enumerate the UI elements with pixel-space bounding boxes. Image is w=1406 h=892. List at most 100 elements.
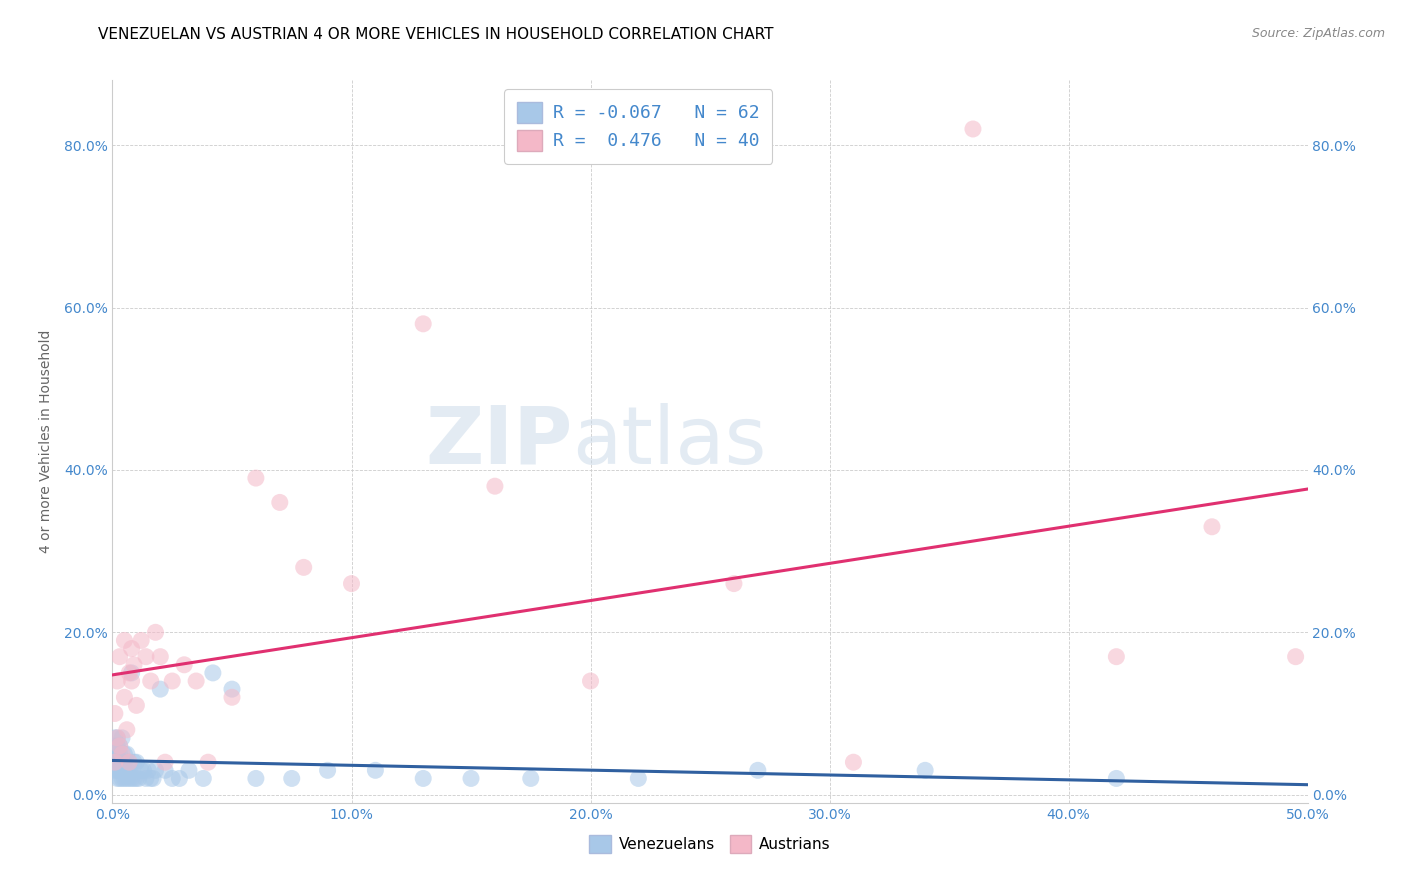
Point	[114, 764, 135, 778]
Point	[723, 576, 745, 591]
Point	[105, 673, 128, 688]
Point	[118, 755, 141, 769]
Point	[111, 764, 134, 778]
Point	[145, 764, 167, 778]
Point	[221, 682, 243, 697]
Text: atlas: atlas	[572, 402, 766, 481]
Point	[162, 772, 183, 786]
Point	[340, 576, 363, 591]
Point	[316, 764, 339, 778]
Point	[114, 690, 135, 705]
Point	[118, 755, 141, 769]
Point	[153, 755, 176, 769]
Point	[122, 772, 145, 786]
Point	[108, 747, 131, 761]
Point	[412, 317, 434, 331]
Point	[1105, 772, 1128, 786]
Point	[121, 673, 143, 688]
Point	[139, 772, 162, 786]
Point	[111, 731, 134, 745]
Point	[115, 772, 138, 786]
Point	[115, 764, 138, 778]
Point	[842, 755, 865, 769]
Point	[129, 764, 152, 778]
Point	[104, 731, 127, 745]
Point	[520, 772, 543, 786]
Legend: Venezuelans, Austrians: Venezuelans, Austrians	[582, 827, 838, 860]
Point	[104, 755, 127, 769]
Point	[162, 673, 183, 688]
Point	[579, 673, 602, 688]
Point	[201, 665, 224, 680]
Point	[245, 471, 267, 485]
Point	[118, 772, 141, 786]
Point	[135, 649, 157, 664]
Point	[105, 739, 128, 753]
Point	[108, 755, 131, 769]
Point	[747, 764, 769, 778]
Point	[1201, 520, 1223, 534]
Point	[132, 764, 155, 778]
Point	[173, 657, 195, 672]
Point	[115, 723, 138, 737]
Point	[108, 649, 131, 664]
Point	[914, 764, 936, 778]
Point	[108, 764, 131, 778]
Point	[114, 633, 135, 648]
Point	[269, 495, 291, 509]
Point	[1105, 649, 1128, 664]
Point	[1285, 649, 1308, 664]
Point	[121, 772, 143, 786]
Point	[125, 698, 148, 713]
Text: VENEZUELAN VS AUSTRIAN 4 OR MORE VEHICLES IN HOUSEHOLD CORRELATION CHART: VENEZUELAN VS AUSTRIAN 4 OR MORE VEHICLE…	[98, 27, 773, 42]
Point	[105, 747, 128, 761]
Point	[114, 747, 135, 761]
Point	[122, 657, 145, 672]
Point	[121, 641, 143, 656]
Point	[245, 772, 267, 786]
Point	[412, 772, 434, 786]
Point	[197, 755, 219, 769]
Point	[121, 665, 143, 680]
Point	[153, 764, 176, 778]
Point	[111, 755, 134, 769]
Point	[108, 739, 131, 753]
Point	[105, 731, 128, 745]
Point	[111, 772, 134, 786]
Point	[105, 764, 128, 778]
Point	[149, 682, 172, 697]
Point	[193, 772, 215, 786]
Point	[105, 755, 128, 769]
Point	[114, 755, 135, 769]
Point	[145, 625, 167, 640]
Point	[281, 772, 304, 786]
Point	[627, 772, 650, 786]
Point	[364, 764, 387, 778]
Text: Source: ZipAtlas.com: Source: ZipAtlas.com	[1251, 27, 1385, 40]
Text: ZIP: ZIP	[426, 402, 572, 481]
Point	[125, 772, 148, 786]
Point	[186, 673, 208, 688]
Point	[104, 706, 127, 721]
Point	[292, 560, 315, 574]
Point	[460, 772, 482, 786]
Point	[138, 764, 160, 778]
Point	[104, 755, 127, 769]
Point	[108, 739, 131, 753]
Point	[149, 649, 172, 664]
Point	[104, 764, 127, 778]
Point	[221, 690, 243, 705]
Point	[962, 122, 984, 136]
Point	[128, 772, 150, 786]
Point	[139, 673, 162, 688]
Point	[104, 747, 127, 761]
Point	[135, 772, 157, 786]
Point	[108, 772, 131, 786]
Y-axis label: 4 or more Vehicles in Household: 4 or more Vehicles in Household	[38, 330, 52, 553]
Point	[114, 772, 135, 786]
Point	[104, 739, 127, 753]
Point	[169, 772, 191, 786]
Point	[118, 665, 141, 680]
Point	[177, 764, 200, 778]
Point	[142, 772, 165, 786]
